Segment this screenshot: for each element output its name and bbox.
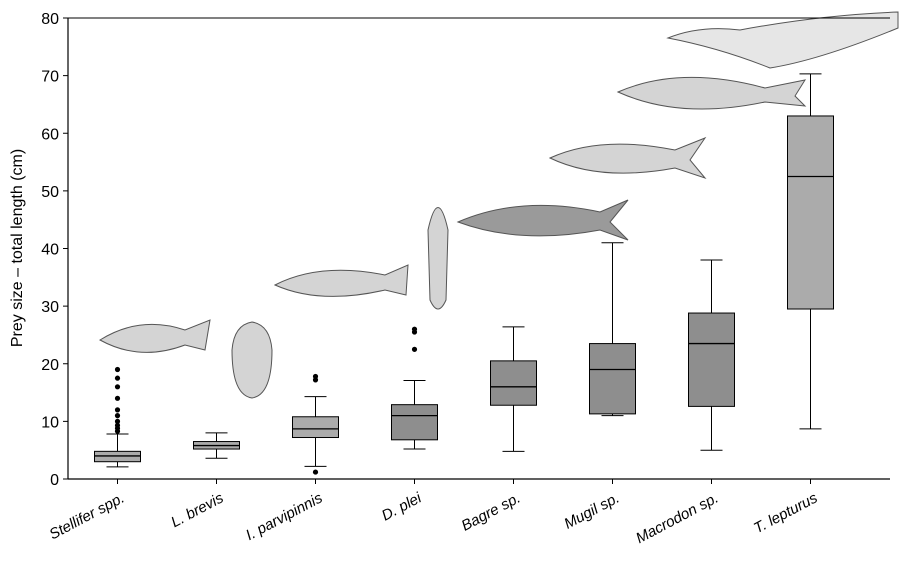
- x-tick-label: T. lepturus: [751, 489, 821, 537]
- y-tick-label: 80: [41, 11, 59, 28]
- outlier: [115, 396, 120, 401]
- y-tick-label: 10: [41, 414, 59, 431]
- x-tick-label: D. plei: [379, 489, 425, 524]
- y-tick-label: 60: [41, 126, 59, 143]
- x-tick-label: Stellifer spp.: [47, 490, 128, 544]
- outlier: [412, 347, 417, 352]
- box: [392, 405, 438, 440]
- outlier: [115, 384, 120, 389]
- box: [689, 313, 735, 406]
- outlier: [115, 413, 120, 418]
- box: [590, 344, 636, 414]
- y-tick-label: 70: [41, 69, 59, 86]
- fish-illustration: [275, 265, 408, 296]
- box: [293, 417, 339, 438]
- outlier: [115, 376, 120, 381]
- x-tick-label: Macrodon sp.: [633, 490, 721, 548]
- squid-illustration: [428, 208, 448, 310]
- illustrations: [100, 12, 898, 398]
- outlier: [115, 367, 120, 372]
- y-tick-label: 40: [41, 242, 59, 259]
- box: [788, 116, 834, 309]
- chart: Prey size – total length (cm) 0 10 20 30 40 5…: [0, 0, 900, 570]
- squid-illustration: [232, 322, 272, 398]
- fish-illustration: [100, 320, 210, 352]
- outlier: [313, 374, 318, 379]
- outlier: [412, 327, 417, 332]
- box: [491, 361, 537, 405]
- y-tick-label: 20: [41, 357, 59, 374]
- x-tick-label: I. parvipinnis: [243, 489, 326, 544]
- y-tick-label: 50: [41, 184, 59, 201]
- x-tick-label: L. brevis: [168, 489, 226, 531]
- outlier: [115, 419, 120, 424]
- fish-illustration: [668, 12, 898, 68]
- fish-illustration: [618, 77, 805, 109]
- outlier: [115, 407, 120, 412]
- x-tick-label: Bagre sp.: [459, 490, 524, 535]
- outlier: [313, 469, 318, 474]
- x-tick-label: Mugil sp.: [561, 490, 622, 533]
- fish-illustration: [458, 200, 628, 240]
- fish-illustration: [550, 138, 705, 178]
- y-tick-label: 30: [41, 299, 59, 316]
- y-tick-label: 0: [50, 472, 59, 489]
- y-axis-label: Prey size – total length (cm): [9, 149, 26, 347]
